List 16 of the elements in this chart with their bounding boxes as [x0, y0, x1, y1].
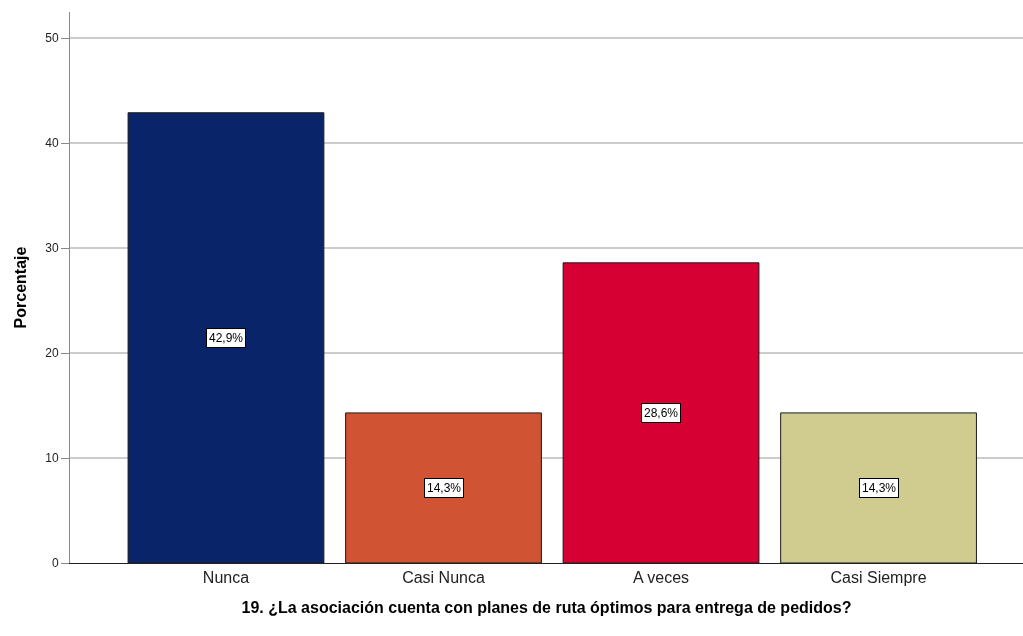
data-label: 42,9% [209, 331, 244, 345]
data-label: 28,6% [644, 406, 679, 420]
x-tick-label: Casi Nunca [402, 569, 485, 587]
y-tick-label: 30 [45, 241, 59, 256]
y-tick-label: 10 [45, 451, 59, 466]
data-label: 14,3% [427, 481, 462, 495]
y-axis-title: Porcentaje [12, 246, 30, 329]
y-tick-label: 20 [45, 346, 59, 361]
x-tick-label: Casi Siempre [830, 569, 927, 587]
x-axis-title: 19. ¿La asociación cuenta con planes de ruta óptimos para entrega de pedidos? [241, 598, 852, 616]
x-tick-label: Nunca [202, 569, 250, 587]
y-tick-label: 50 [45, 31, 59, 46]
y-tick-label: 40 [45, 136, 59, 151]
data-label: 14,3% [862, 481, 897, 495]
x-tick-label: A veces [633, 569, 690, 587]
y-tick-label: 0 [51, 556, 59, 571]
